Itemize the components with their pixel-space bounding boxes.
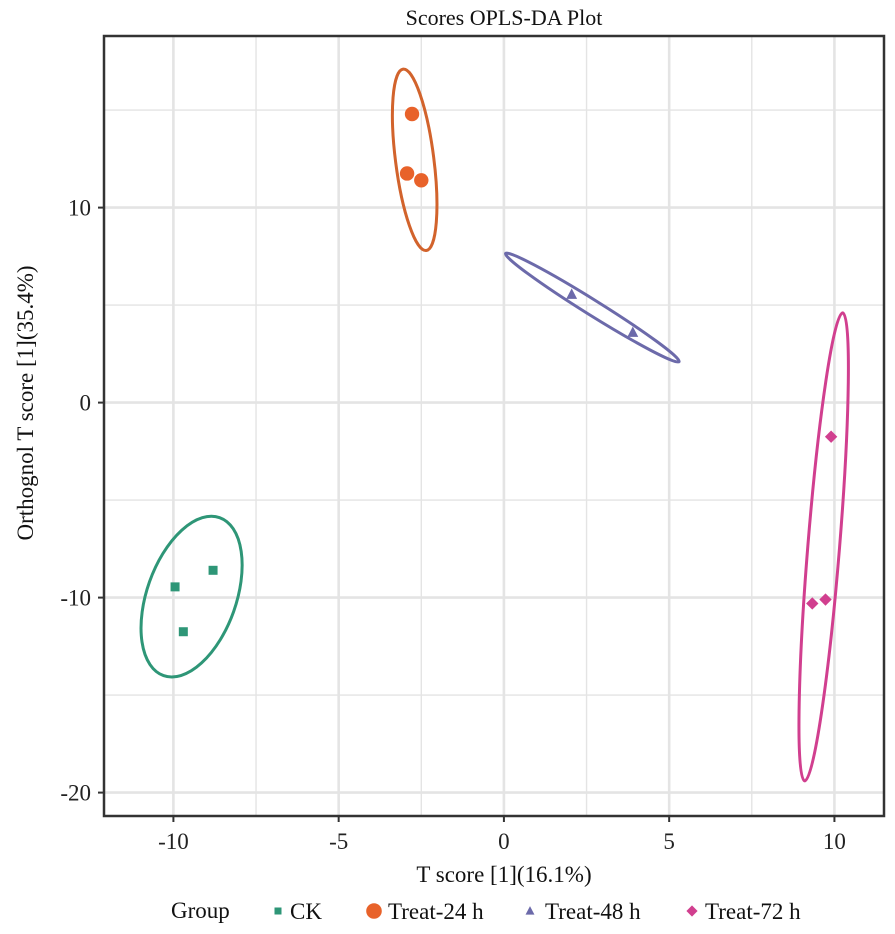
legend-label: Treat-48 h (545, 899, 641, 924)
x-tick-label: 5 (663, 829, 675, 854)
point-treat-24-h (404, 106, 420, 122)
x-axis-ticks: -10 -5 0 5 10 (158, 816, 846, 854)
point-treat-72-h (819, 593, 832, 606)
legend-key-treat-24-h (366, 903, 382, 919)
ellipse-treat-48-h (503, 251, 681, 364)
y-axis-ticks: -20 -10 0 10 (60, 196, 104, 806)
ellipse-treat-24-h (390, 67, 439, 253)
confidence-ellipses (139, 67, 850, 783)
x-tick-label: -5 (329, 829, 348, 854)
ellipse-ck (139, 514, 244, 679)
point-ck (170, 582, 180, 592)
legend-key-ck (274, 907, 282, 915)
ellipse-treat-72-h (797, 311, 850, 783)
point-treat-24-h (414, 173, 429, 188)
point-treat-72-h (824, 430, 838, 443)
legend-key-treat-72-h (686, 905, 698, 917)
legend-label: Treat-24 h (388, 899, 484, 924)
y-tick-label: 10 (68, 196, 91, 221)
grid (104, 36, 884, 816)
y-tick-label: -20 (60, 781, 91, 806)
x-tick-label: -10 (158, 829, 189, 854)
legend-key-treat-48-h (525, 906, 535, 915)
y-axis-title: Orthognol T score [1](35.4%) (13, 265, 38, 540)
plot-frame (102, 34, 886, 818)
x-tick-label: 0 (498, 829, 510, 854)
point-treat-72-h (806, 597, 819, 610)
point-ck (208, 565, 218, 575)
chart-title: Scores OPLS-DA Plot (406, 5, 603, 30)
x-tick-label: 10 (823, 829, 846, 854)
point-treat-24-h (399, 166, 415, 181)
point-ck (178, 627, 188, 637)
legend-label: Treat-72 h (705, 899, 801, 924)
legend: Group CK Treat-24 h Treat-48 h Treat-72 h (171, 898, 801, 924)
data-points (170, 106, 838, 637)
y-tick-label: -10 (60, 586, 91, 611)
legend-label: CK (290, 899, 322, 924)
point-treat-48-h (627, 326, 639, 337)
point-treat-48-h (566, 288, 578, 299)
legend-title: Group (171, 898, 230, 923)
x-axis-title: T score [1](16.1%) (416, 862, 591, 887)
y-tick-label: 0 (80, 391, 92, 416)
